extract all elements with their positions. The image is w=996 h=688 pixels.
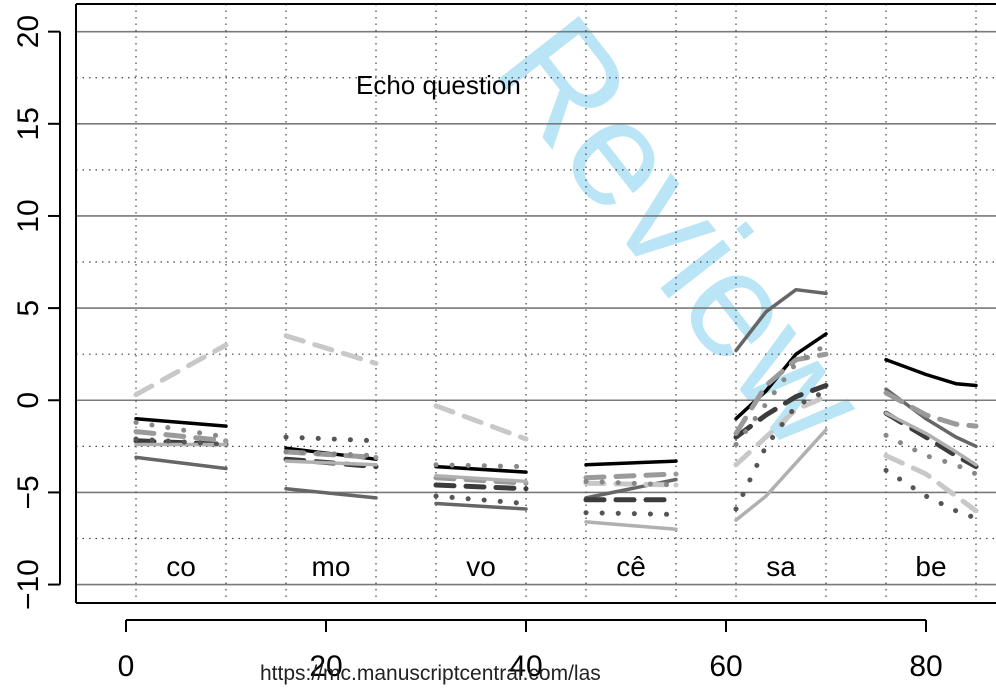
chart-title: Echo question — [356, 70, 521, 100]
series-8 — [133, 342, 979, 488]
x-tick-label: 60 — [709, 650, 742, 683]
series-line — [433, 482, 529, 492]
series-line — [434, 501, 528, 511]
series-line — [434, 474, 528, 484]
series-line — [583, 480, 679, 488]
series-line — [134, 455, 228, 471]
series-line — [883, 390, 979, 429]
watermark-diagonal-text: Review — [465, 0, 901, 478]
series-line — [283, 333, 379, 366]
series-line — [284, 459, 378, 467]
series-line — [733, 351, 829, 436]
series-line — [884, 411, 978, 467]
grid-layer — [76, 4, 996, 603]
watermark-url: https://mc.manuscriptcentral.com/las — [260, 662, 601, 685]
y-tick-label: 0 — [12, 392, 45, 409]
series-line — [583, 471, 679, 481]
series-line — [283, 449, 379, 460]
segment-label-co: co — [166, 551, 196, 582]
series-line — [584, 459, 678, 467]
series-line — [283, 434, 379, 444]
series-line — [584, 520, 678, 532]
axis-layer: 0 20 40 60 80 −10 −5 0 5 10 15 20 — [12, 3, 996, 683]
x-tick-label: 40 — [509, 650, 542, 683]
series-layer — [133, 287, 979, 532]
series-6 — [134, 411, 978, 532]
series-line — [434, 464, 528, 474]
y-tick-label: 20 — [12, 15, 45, 48]
series-line — [583, 510, 679, 517]
y-tick-label: −5 — [12, 475, 45, 509]
series-line — [883, 453, 979, 514]
series-line — [433, 403, 529, 442]
series-line — [583, 478, 679, 488]
series-line — [133, 342, 229, 398]
series-line — [134, 416, 228, 428]
x-tick-label: 0 — [118, 650, 135, 683]
series-line — [283, 449, 379, 459]
series-line — [284, 486, 378, 500]
x-tick-label: 20 — [309, 650, 342, 683]
x-tick-label: 80 — [909, 650, 942, 683]
series-line — [133, 419, 229, 440]
series-7 — [133, 388, 979, 521]
segment-label-vo: vo — [466, 551, 496, 582]
segment-label-sa: sa — [766, 551, 796, 582]
series-line — [883, 467, 979, 521]
y-tick-label: 5 — [12, 300, 45, 317]
series-line — [883, 410, 979, 470]
series-line — [433, 493, 529, 506]
label-layer: Echo question co mo vo cê sa be — [166, 70, 946, 582]
segment-label-be: be — [915, 551, 946, 582]
segment-label-mo: mo — [312, 551, 351, 582]
series-line — [433, 475, 529, 486]
series-2 — [134, 287, 978, 511]
series-line — [133, 429, 229, 444]
series-line — [733, 388, 829, 512]
series-line — [733, 383, 829, 440]
series-line — [884, 387, 978, 449]
y-tick-label: 15 — [12, 107, 45, 140]
series-line — [133, 436, 229, 447]
series-line — [433, 462, 529, 470]
series-line — [884, 357, 978, 388]
series-line — [734, 428, 828, 522]
y-tick-label: −10 — [12, 559, 45, 610]
segment-label-cê: cê — [616, 551, 646, 582]
series-line — [734, 287, 828, 353]
y-tick-label: 10 — [12, 199, 45, 232]
